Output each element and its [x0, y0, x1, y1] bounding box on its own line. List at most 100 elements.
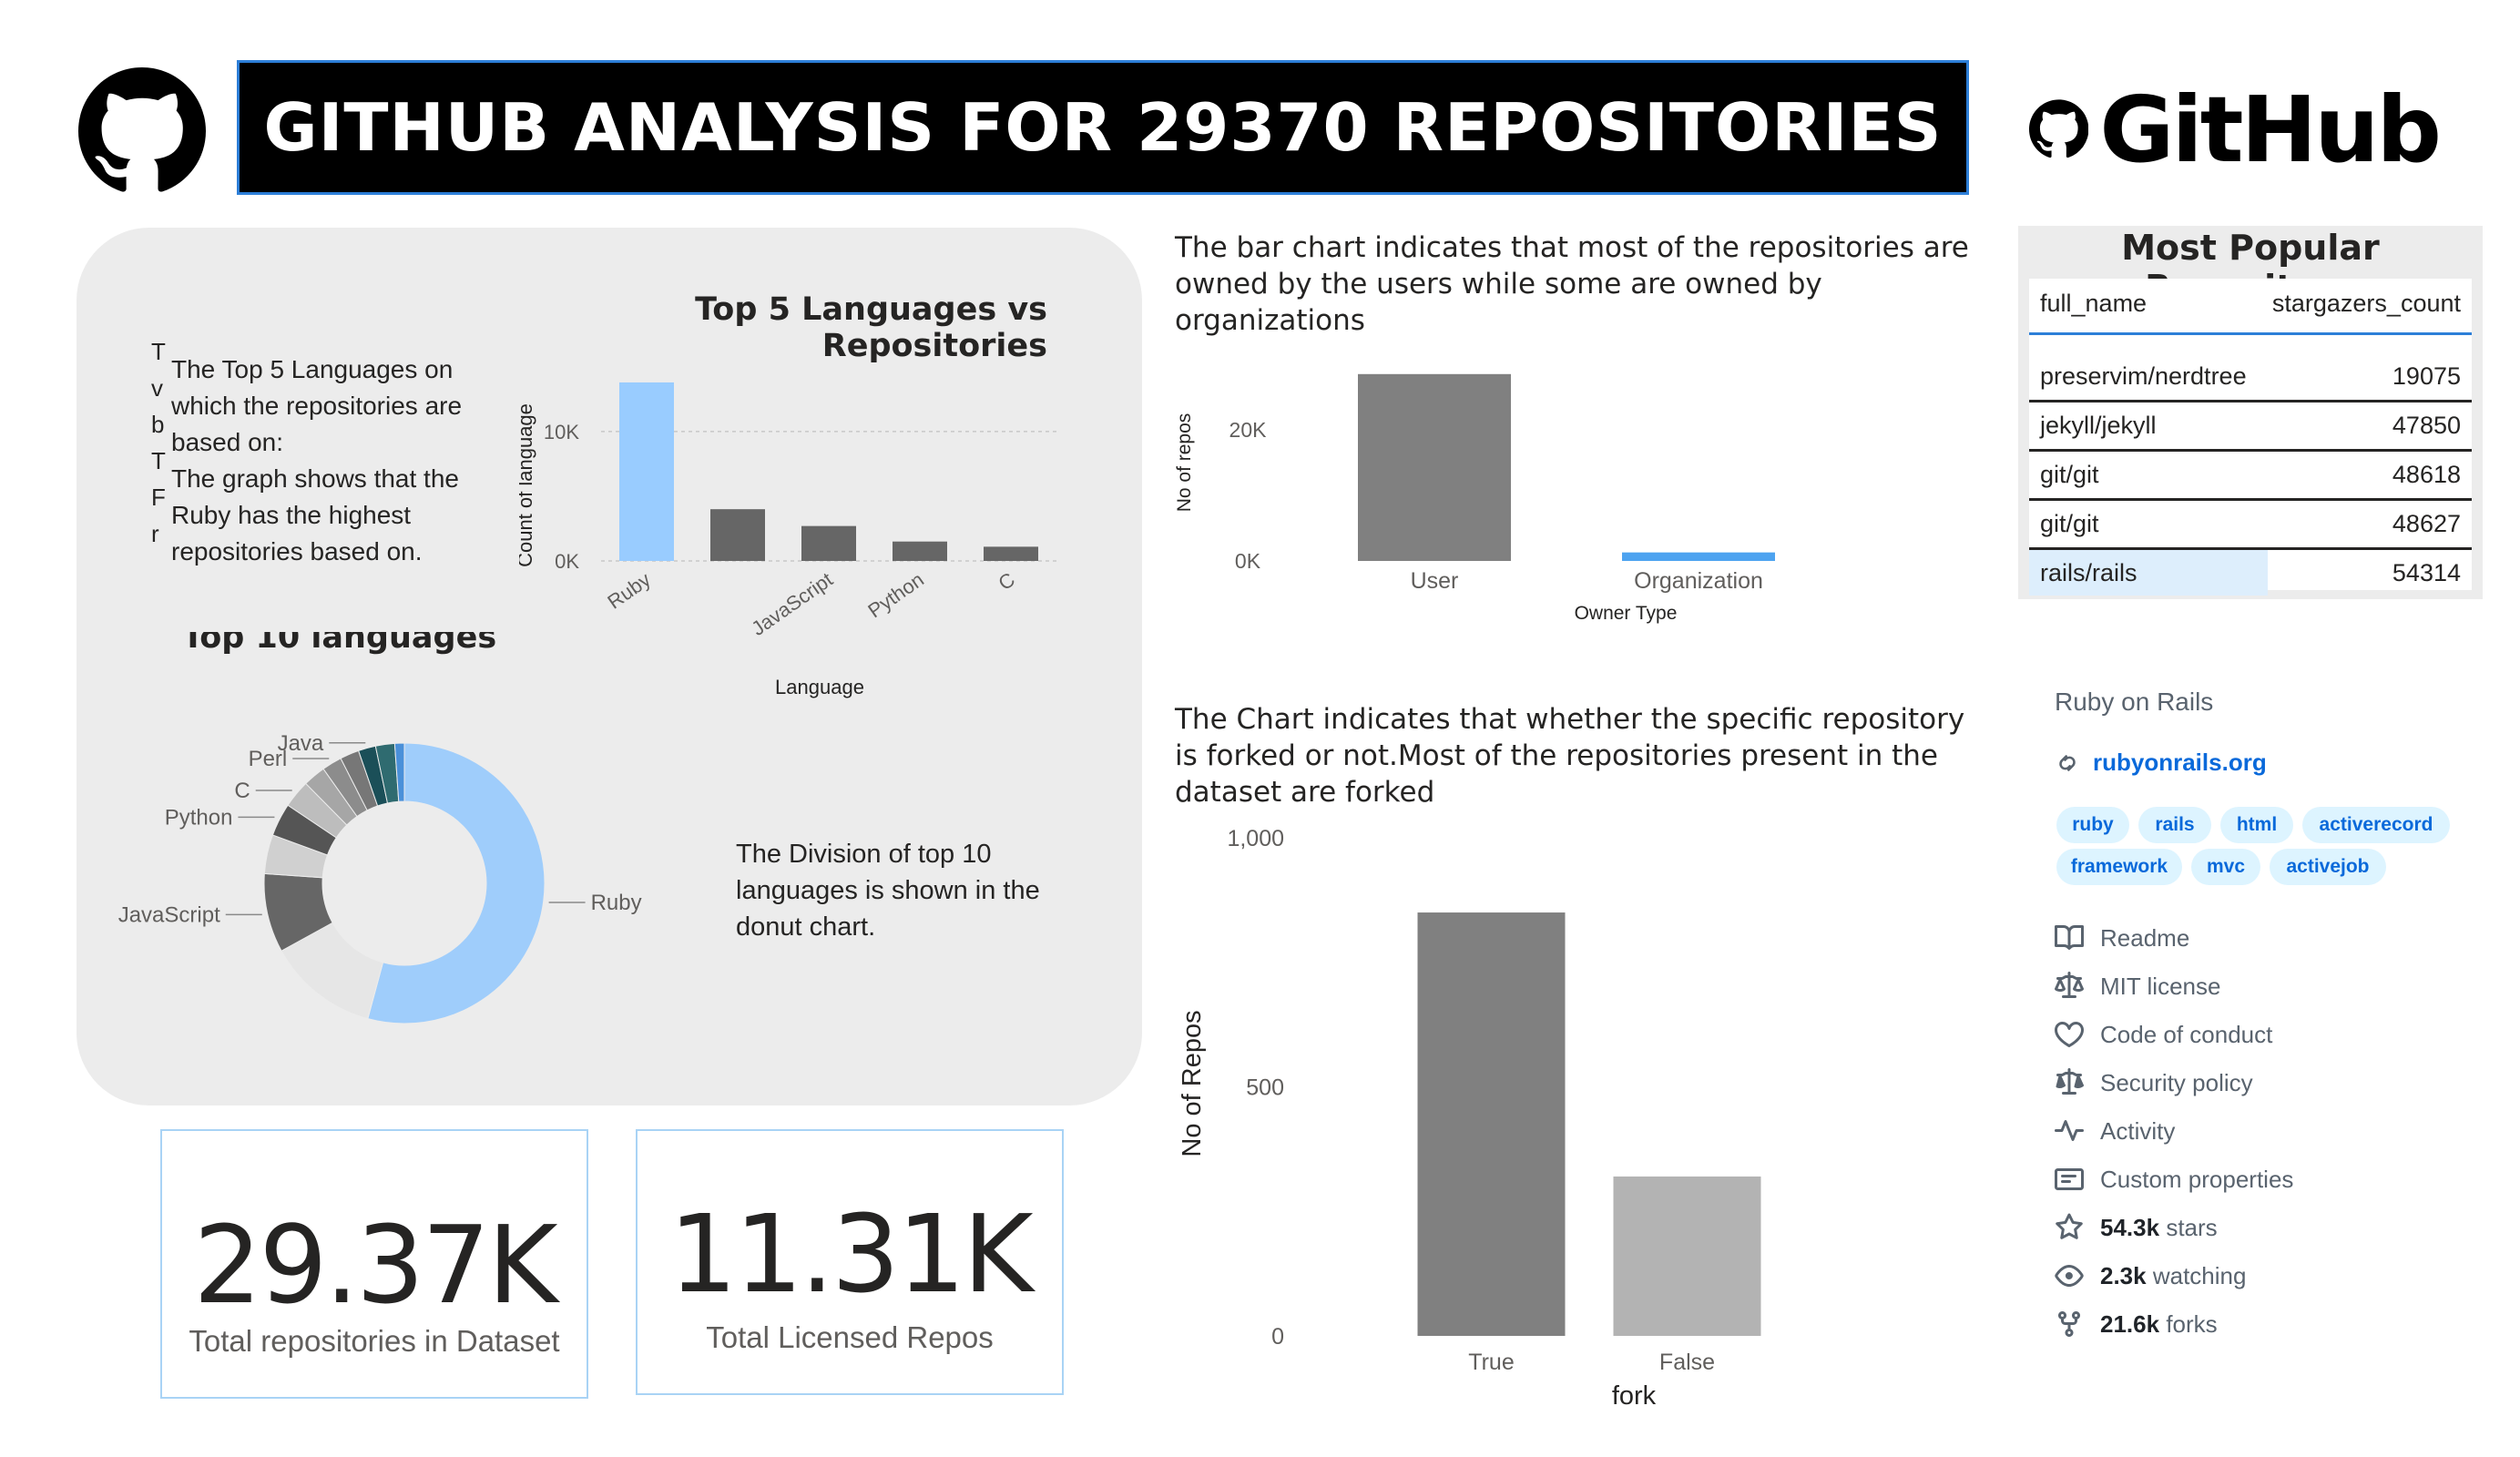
slice-label: Ruby — [591, 891, 642, 915]
cell-stars: 48627 — [2392, 510, 2461, 537]
cell-full-name: rails/rails — [2040, 559, 2137, 586]
top10-title-text: Top 10 languages — [182, 632, 497, 656]
sidebar-item-security-policy[interactable]: Security policy — [2055, 1065, 2253, 1101]
x-tick-label: JavaScript — [747, 568, 836, 640]
donut-description-line: The Division of top 10 — [736, 840, 992, 869]
fork-chart-description: The Chart indicates that whether the spe… — [1175, 701, 1995, 810]
sidebar-item-activity[interactable]: Activity — [2055, 1113, 2175, 1149]
cell-full-name: preservim/nerdtree — [2040, 362, 2247, 390]
kpi-label: Total Licensed Repos — [706, 1320, 994, 1354]
slice-label: Java — [278, 731, 324, 756]
cell-full-name: git/git — [2040, 461, 2099, 488]
topic-tag[interactable]: activerecord — [2302, 807, 2450, 843]
bar — [1358, 373, 1511, 561]
cell-stars: 48618 — [2392, 461, 2461, 488]
sidebar-item-label: Security policy — [2100, 1068, 2253, 1096]
sidebar-item-label: Activity — [2100, 1116, 2176, 1145]
truncated-letter: r — [151, 520, 159, 547]
sidebar-item-code-of-conduct[interactable]: Code of conduct — [2055, 1016, 2272, 1053]
topic-tag[interactable]: framework — [2056, 849, 2182, 885]
languages-panel — [77, 228, 1142, 1105]
x-tick-label: False — [1659, 1350, 1715, 1375]
table-row[interactable]: preservim/nerdtree 19075 — [2029, 353, 2472, 402]
top5-languages-bar-chart: 0K 10K Ruby JavaScript Python C Count of langu… — [519, 382, 1056, 698]
description-line: organizations — [1175, 304, 1365, 337]
column-header-stargazers[interactable]: stargazers_count — [2271, 290, 2461, 317]
table-row[interactable]: jekyll/jekyll 47850 — [2029, 402, 2472, 452]
description-line: The bar chart indicates that most of the… — [1175, 231, 1969, 264]
topic-tag[interactable]: mvc — [2191, 849, 2260, 885]
scale-icon — [2056, 1068, 2084, 1095]
table-row[interactable]: rails/rails 54314 — [2029, 550, 2472, 599]
truncated-letter: v — [151, 374, 163, 402]
star-icon — [2056, 1213, 2083, 1239]
sidebar-stat-stars[interactable]: 54.3k stars — [2055, 1209, 2218, 1246]
x-axis-title: fork — [1612, 1381, 1657, 1411]
y-tick-label: 0K — [555, 550, 579, 573]
stat-unit: watching — [2152, 1261, 2247, 1289]
y-tick-label: 0 — [1271, 1324, 1284, 1350]
intro-line: which the repositories are — [171, 392, 463, 420]
bar — [1613, 1176, 1761, 1336]
x-axis-title: Owner Type — [1575, 603, 1678, 624]
bar — [893, 541, 947, 561]
sidebar-item-custom-properties[interactable]: Custom properties — [2055, 1161, 2293, 1197]
bar — [1622, 552, 1775, 561]
sidebar-item-label: Code of conduct — [2100, 1020, 2273, 1048]
x-tick-label: Python — [863, 568, 927, 623]
sidebar-item-license[interactable]: MIT license — [2055, 968, 2220, 1004]
truncated-letter: b — [151, 411, 165, 438]
donut-slice — [393, 742, 405, 802]
slice-label: Python — [165, 805, 233, 830]
slice-label: Perl — [249, 747, 288, 771]
topic-tag[interactable]: html — [2220, 807, 2293, 843]
github-brand-logo: GitHub — [2029, 75, 2442, 184]
bar — [801, 525, 856, 561]
stat-count: 2.3k — [2100, 1261, 2147, 1289]
table-header: full_name stargazers_count — [2029, 279, 2472, 335]
link-icon — [2059, 754, 2076, 771]
repo-about: Ruby on Rails — [2055, 688, 2214, 716]
y-tick-label: 20K — [1229, 418, 1268, 442]
sidebar-stat-forks[interactable]: 21.6k forks — [2055, 1306, 2218, 1342]
y-axis-title: Count of language — [519, 403, 536, 567]
table-row[interactable]: git/git 48618 — [2029, 452, 2472, 501]
scale-icon — [2055, 972, 2084, 998]
topic-tag[interactable]: activejob — [2270, 849, 2386, 885]
description-line: dataset are forked — [1175, 776, 1435, 809]
table-row[interactable]: git/git 48627 — [2029, 501, 2472, 550]
intro-line: The graph shows that the — [171, 464, 459, 493]
stat-unit: forks — [2166, 1309, 2218, 1338]
donut-description: The Division of top 10 languages is show… — [736, 836, 1118, 945]
note-icon — [2055, 1168, 2084, 1190]
description-line: The Chart indicates that whether the spe… — [1175, 703, 1965, 736]
bar — [710, 509, 765, 561]
link-text: rubyonrails.org — [2093, 749, 2267, 776]
sidebar-item-readme[interactable]: Readme — [2055, 920, 2189, 956]
sidebar-stat-watching[interactable]: 2.3k watching — [2055, 1258, 2246, 1294]
y-tick-label: 500 — [1246, 1075, 1284, 1101]
topic-tag[interactable]: rails — [2138, 807, 2211, 843]
intro-line: The Top 5 Languages on — [171, 355, 454, 383]
bar — [1417, 912, 1566, 1336]
top5-intro-text: The Top 5 Languages on which the reposit… — [171, 352, 536, 570]
top10-chart-title: Top 10 languages — [182, 632, 565, 670]
y-tick-label: 1,000 — [1227, 826, 1284, 851]
kpi-value: 11.31K — [668, 1191, 1033, 1317]
kpi-total-repositories: 29.37K Total repositories in Dataset — [160, 1129, 588, 1399]
highlight-bar — [2029, 550, 2268, 596]
eye-icon — [2055, 1265, 2084, 1287]
owner-type-bar-chart: 0K 20K User Organization No of repos Owner Ty… — [1174, 373, 1775, 624]
column-header-full-name[interactable]: full_name — [2040, 290, 2148, 317]
pulse-icon — [2055, 1120, 2084, 1141]
truncated-letter: T — [151, 447, 166, 474]
x-tick-label: Organization — [1634, 568, 1763, 594]
repo-website-link[interactable]: rubyonrails.org — [2055, 749, 2267, 777]
heart-icon — [2055, 1022, 2084, 1048]
topic-tag[interactable]: ruby — [2056, 807, 2129, 843]
kpi-value: 29.37K — [193, 1202, 557, 1328]
fork-icon — [2058, 1311, 2080, 1338]
donut-description-line: donut chart. — [736, 912, 876, 942]
sidebar-item-label: Custom properties — [2100, 1165, 2294, 1193]
cell-stars: 19075 — [2392, 362, 2461, 390]
